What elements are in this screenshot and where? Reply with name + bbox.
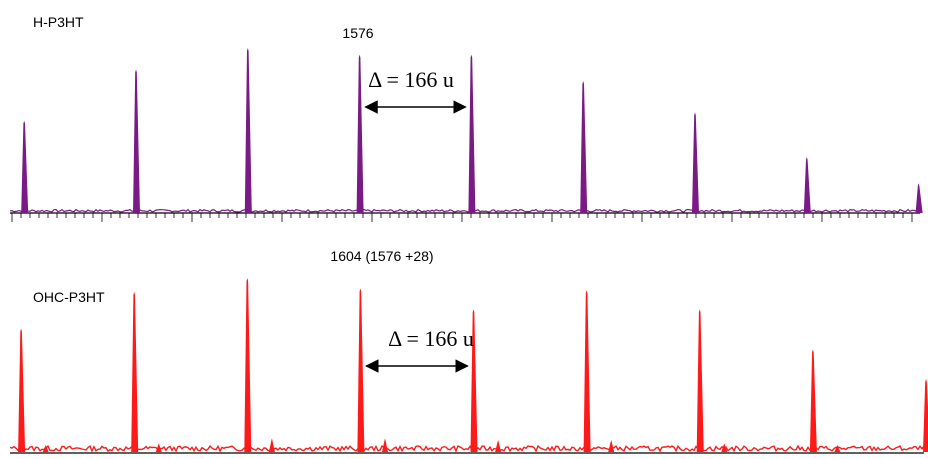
bottom-minor-peak-1474	[268, 438, 275, 452]
bottom-minor-peak-1640	[382, 438, 388, 452]
top-axis-ticks	[11, 213, 913, 222]
bottom-series-name: OHC-P3HT	[33, 289, 105, 305]
top-peak-label: 1576	[342, 25, 373, 41]
top-peak-2240	[803, 156, 811, 213]
top-peak-2074	[692, 112, 699, 213]
bottom-peak-1106	[18, 328, 26, 452]
bottom-minor-peak-1142	[42, 445, 49, 452]
top-peak-1078	[21, 120, 29, 213]
bottom-baseline-noise	[9, 444, 925, 453]
bottom-peak-2434	[923, 378, 928, 452]
bottom-minor-peak-2304	[834, 445, 841, 452]
top-series-name: H-P3HT	[33, 14, 84, 30]
top-peak-2406	[915, 183, 923, 213]
bottom-peak-label: 1604 (1576 +28)	[330, 248, 433, 264]
bottom-peak-1936	[583, 290, 591, 452]
h-p3ht-spectrum-panel: H-P3HT 1576 Δ = 166 u	[9, 14, 923, 222]
bottom-delta-annotation: Δ = 166 u	[388, 326, 474, 351]
top-delta-annotation: Δ = 166 u	[368, 67, 454, 92]
bottom-minor-peak-1806	[495, 439, 502, 452]
bottom-peak-1438	[244, 278, 252, 452]
top-peak-1908	[580, 81, 588, 213]
bottom-peak-1272	[131, 291, 139, 452]
top-peak-group	[21, 48, 923, 214]
bottom-peak-2102	[696, 309, 704, 452]
top-peak-1742	[468, 54, 476, 213]
bottom-peak-1604	[357, 288, 365, 452]
bottom-minor-peak-1972	[608, 439, 615, 452]
top-peak-1576	[356, 54, 364, 213]
top-baseline-noise	[9, 208, 921, 213]
bottom-minor-peak-2138	[721, 443, 728, 452]
top-peak-1244	[133, 69, 140, 214]
top-peak-1410	[244, 48, 252, 213]
bottom-peak-2268	[809, 349, 817, 452]
ohc-p3ht-spectrum-panel: OHC-P3HT 1604 (1576 +28) Δ = 166 u	[9, 248, 928, 454]
bottom-minor-peak-1308	[155, 443, 162, 452]
bottom-peak-1770	[470, 309, 478, 452]
bottom-peak-group	[18, 278, 928, 452]
